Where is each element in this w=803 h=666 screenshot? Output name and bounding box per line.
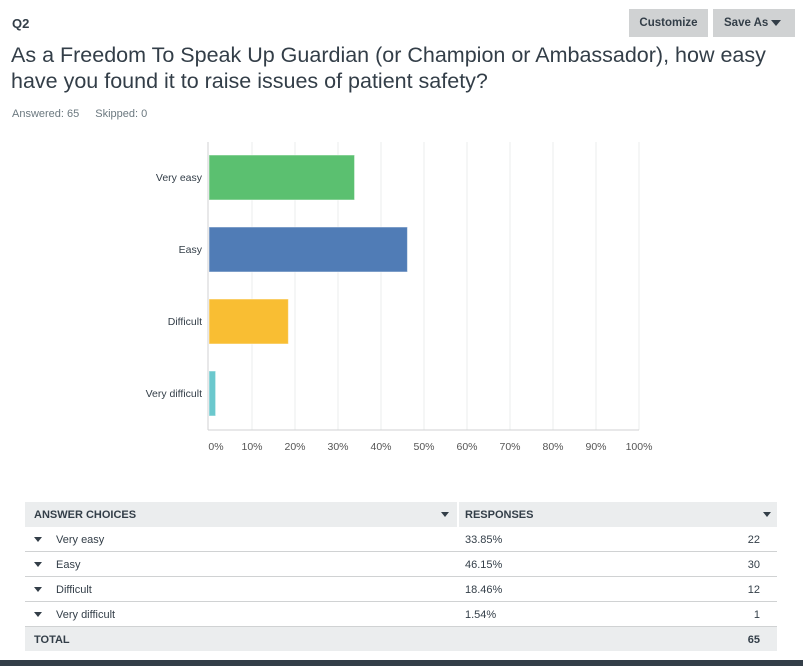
expand-caret-icon[interactable]: [34, 537, 42, 542]
response-percent: 18.46%: [465, 584, 503, 596]
x-tick-label: 30%: [327, 441, 348, 453]
category-label: Very difficult: [146, 388, 202, 400]
x-tick-label: 70%: [499, 441, 520, 453]
sort-caret-icon[interactable]: [763, 512, 771, 517]
category-label: Easy: [179, 244, 203, 256]
header-answer-choices[interactable]: ANSWER CHOICES: [34, 509, 137, 521]
sort-caret-icon[interactable]: [441, 512, 449, 517]
x-tick-label: 90%: [585, 441, 606, 453]
answered-count: Answered: 65: [12, 108, 80, 120]
responses-table: ANSWER CHOICES RESPONSES Very easy 33.85…: [25, 502, 777, 651]
table-header: ANSWER CHOICES RESPONSES: [25, 502, 777, 527]
expand-caret-icon[interactable]: [34, 562, 42, 567]
table-row: Difficult 18.46% 12: [25, 577, 777, 602]
response-summary: Answered: 65 Skipped: 0: [12, 108, 163, 120]
x-tick-label: 40%: [370, 441, 391, 453]
question-title: As a Freedom To Speak Up Guardian (or Ch…: [11, 43, 766, 93]
response-count: 12: [747, 584, 760, 596]
response-percent: 33.85%: [465, 534, 503, 546]
table-row: Very difficult 1.54% 1: [25, 602, 777, 627]
skipped-count: Skipped: 0: [95, 108, 148, 120]
save-as-button[interactable]: Save As: [713, 9, 795, 37]
answer-choice: Very easy: [56, 534, 105, 546]
category-label: Difficult: [168, 316, 202, 328]
category-label: Very easy: [156, 172, 203, 184]
table-row: Very easy 33.85% 22: [25, 527, 777, 552]
x-tick-label: 20%: [284, 441, 305, 453]
footer-bar: [0, 660, 803, 666]
x-tick-label: 0%: [208, 441, 223, 453]
x-tick-label: 60%: [456, 441, 477, 453]
x-tick-label: 100%: [626, 441, 653, 453]
response-count: 1: [753, 609, 760, 621]
total-row: TOTAL 65: [25, 627, 777, 651]
bar[interactable]: [208, 226, 408, 273]
x-tick-label: 50%: [413, 441, 434, 453]
answer-choice: Difficult: [56, 584, 92, 596]
answer-choice: Easy: [56, 559, 81, 571]
response-percent: 46.15%: [465, 559, 503, 571]
bar[interactable]: [208, 298, 289, 345]
x-tick-label: 10%: [241, 441, 262, 453]
response-count: 30: [747, 559, 760, 571]
header-responses[interactable]: RESPONSES: [465, 509, 534, 521]
response-percent: 1.54%: [465, 609, 497, 621]
question-number: Q2: [12, 16, 30, 31]
bar-chart: 0% 10% 20% 30% 40% 50% 60% 70% 80% 90% 100% Very ea…: [146, 142, 653, 453]
customize-button[interactable]: Customize: [629, 9, 708, 37]
expand-caret-icon[interactable]: [34, 587, 42, 592]
caret-down-icon: [771, 20, 781, 26]
answer-choice: Very difficult: [56, 609, 116, 621]
expand-caret-icon[interactable]: [34, 612, 42, 617]
x-tick-label: 80%: [542, 441, 563, 453]
column-divider: [457, 502, 459, 527]
total-value: 65: [747, 634, 760, 646]
table-row: Easy 46.15% 30: [25, 552, 777, 577]
total-label: TOTAL: [34, 634, 70, 646]
bar[interactable]: [208, 370, 217, 417]
save-as-label: Save As: [724, 17, 769, 29]
response-count: 22: [747, 534, 760, 546]
bar[interactable]: [208, 154, 356, 201]
